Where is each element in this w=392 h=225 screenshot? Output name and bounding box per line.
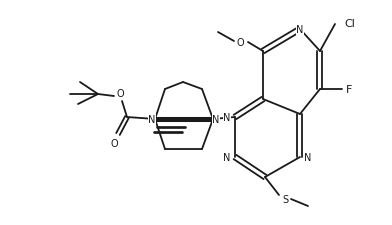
Text: N: N (212, 115, 220, 124)
Text: N: N (223, 152, 230, 162)
Text: N: N (296, 25, 304, 35)
Text: O: O (236, 38, 244, 48)
Text: N: N (223, 112, 230, 122)
Text: F: F (346, 85, 352, 94)
Text: O: O (110, 138, 118, 148)
Text: S: S (282, 194, 288, 204)
Text: N: N (304, 152, 312, 162)
Text: N: N (148, 115, 156, 124)
Text: Cl: Cl (344, 19, 355, 29)
Text: O: O (116, 89, 124, 99)
